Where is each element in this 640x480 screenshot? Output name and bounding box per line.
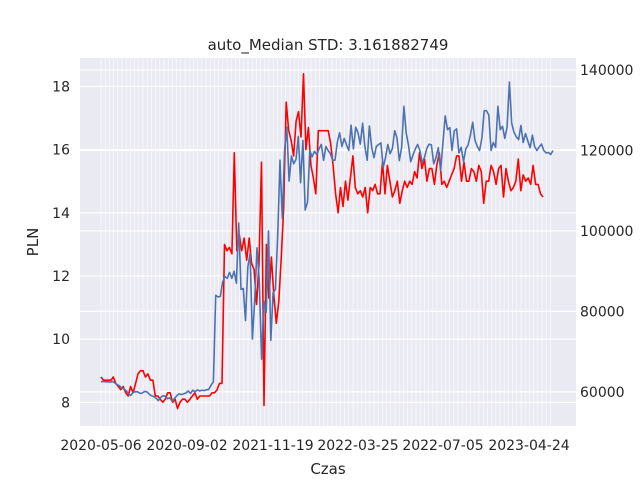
x-ticks: 2020-05-06 2020-09-02 2021-11-19 2022-03-25… [60,438,569,454]
y-tick-label-left: 16 [52,143,70,159]
series-line-right [100,81,554,402]
x-tick-label: 2023-04-24 [488,438,569,454]
left-y-ticks: 8 10 12 14 16 18 [52,79,70,411]
y-tick-label-right: 140000 [580,63,633,79]
series-group [100,73,554,410]
y-tick-label-right: 60000 [580,385,625,401]
series-line-left [100,73,544,410]
x-tick-label: 2021-11-19 [232,438,313,454]
y-axis-label: PLN [24,228,42,257]
x-tick-label: 2020-05-06 [60,438,141,454]
x-tick-label: 2022-07-05 [402,438,483,454]
x-tick-label: 2022-03-25 [317,438,398,454]
y-tick-label-left: 18 [52,79,70,95]
grid [80,58,576,426]
x-tick-label: 2020-09-02 [146,438,227,454]
y-tick-label-right: 120000 [580,144,633,160]
chart-title: auto_Median STD: 3.161882749 [208,36,449,55]
y-tick-label-right: 80000 [580,304,625,320]
y-tick-label-left: 12 [52,269,70,285]
x-axis-label: Czas [310,460,346,478]
y-tick-label-left: 8 [61,395,70,411]
right-y-ticks: 60000 80000 100000 120000 140000 [580,63,633,401]
y-tick-label-left: 14 [52,206,70,222]
y-tick-label-right: 100000 [580,224,633,240]
y-tick-label-left: 10 [52,332,70,348]
